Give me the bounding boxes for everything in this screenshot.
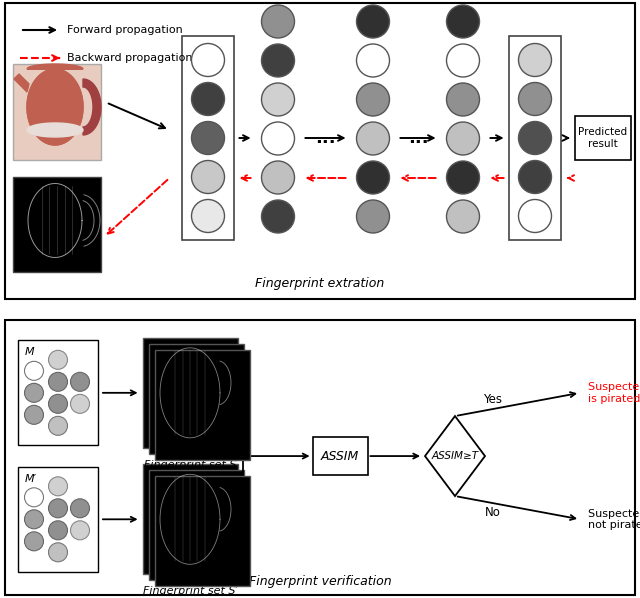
Circle shape xyxy=(356,161,390,194)
Bar xyxy=(154,350,250,460)
Circle shape xyxy=(262,200,294,233)
Circle shape xyxy=(518,160,552,194)
Text: Fingerprint extration: Fingerprint extration xyxy=(255,277,385,290)
Text: M: M xyxy=(25,347,35,358)
Circle shape xyxy=(518,44,552,77)
Text: Suspected model
is pirated model: Suspected model is pirated model xyxy=(588,382,640,404)
Bar xyxy=(13,64,101,160)
Circle shape xyxy=(447,83,479,116)
Circle shape xyxy=(191,200,225,233)
Circle shape xyxy=(70,521,90,540)
Polygon shape xyxy=(83,79,101,135)
Circle shape xyxy=(49,373,67,391)
Circle shape xyxy=(447,161,479,194)
Circle shape xyxy=(518,83,552,115)
Bar xyxy=(182,36,234,240)
Circle shape xyxy=(49,350,67,370)
Bar xyxy=(143,464,237,574)
Bar xyxy=(5,320,635,595)
Polygon shape xyxy=(27,69,83,145)
Bar xyxy=(18,467,98,572)
Circle shape xyxy=(262,161,294,194)
Circle shape xyxy=(191,121,225,154)
Circle shape xyxy=(191,83,225,115)
Circle shape xyxy=(262,83,294,116)
Bar xyxy=(18,340,98,446)
Circle shape xyxy=(356,83,390,116)
Text: ASSIM: ASSIM xyxy=(321,450,359,463)
Text: ...: ... xyxy=(408,129,428,147)
Text: Fingerprint set S: Fingerprint set S xyxy=(144,460,236,470)
Bar xyxy=(154,476,250,586)
Polygon shape xyxy=(425,416,485,496)
Circle shape xyxy=(49,394,67,413)
Circle shape xyxy=(447,122,479,155)
Circle shape xyxy=(49,416,67,435)
Text: No: No xyxy=(484,506,500,519)
Circle shape xyxy=(262,122,294,155)
Circle shape xyxy=(447,200,479,233)
Polygon shape xyxy=(27,69,83,145)
Circle shape xyxy=(447,44,479,77)
Bar xyxy=(509,36,561,240)
Circle shape xyxy=(24,361,44,380)
Polygon shape xyxy=(14,74,29,92)
Circle shape xyxy=(518,121,552,154)
Text: Yes: Yes xyxy=(483,393,502,406)
Circle shape xyxy=(262,44,294,77)
Circle shape xyxy=(356,122,390,155)
Text: Predicted
result: Predicted result xyxy=(579,127,628,149)
Circle shape xyxy=(518,200,552,233)
Circle shape xyxy=(262,5,294,38)
Text: Fingerprint verification: Fingerprint verification xyxy=(249,575,391,588)
Circle shape xyxy=(24,405,44,425)
Circle shape xyxy=(70,394,90,413)
Bar xyxy=(575,116,631,160)
Bar xyxy=(148,470,243,580)
Bar xyxy=(13,177,101,272)
Circle shape xyxy=(191,160,225,194)
Circle shape xyxy=(24,510,44,529)
Text: Backward propagation: Backward propagation xyxy=(67,53,193,63)
Polygon shape xyxy=(27,123,83,137)
Circle shape xyxy=(191,44,225,77)
Text: Fingerprint set S′: Fingerprint set S′ xyxy=(143,586,237,596)
Circle shape xyxy=(24,488,44,507)
Circle shape xyxy=(447,5,479,38)
Circle shape xyxy=(49,543,67,562)
Text: ...: ... xyxy=(315,129,336,147)
Circle shape xyxy=(356,200,390,233)
Circle shape xyxy=(49,477,67,496)
Circle shape xyxy=(356,44,390,77)
Text: Forward propagation: Forward propagation xyxy=(67,25,183,35)
Text: Suspected model is
not pirated model: Suspected model is not pirated model xyxy=(588,508,640,530)
Circle shape xyxy=(49,521,67,540)
Circle shape xyxy=(24,532,44,551)
Circle shape xyxy=(356,5,390,38)
Circle shape xyxy=(49,499,67,518)
Bar xyxy=(312,437,367,475)
Text: ASSIM≥T: ASSIM≥T xyxy=(431,451,479,461)
Polygon shape xyxy=(27,64,83,69)
Circle shape xyxy=(24,383,44,402)
Text: M′: M′ xyxy=(25,474,37,484)
Bar xyxy=(5,3,635,299)
Bar xyxy=(148,344,243,454)
Circle shape xyxy=(70,373,90,391)
Bar xyxy=(143,338,237,448)
Circle shape xyxy=(70,499,90,518)
